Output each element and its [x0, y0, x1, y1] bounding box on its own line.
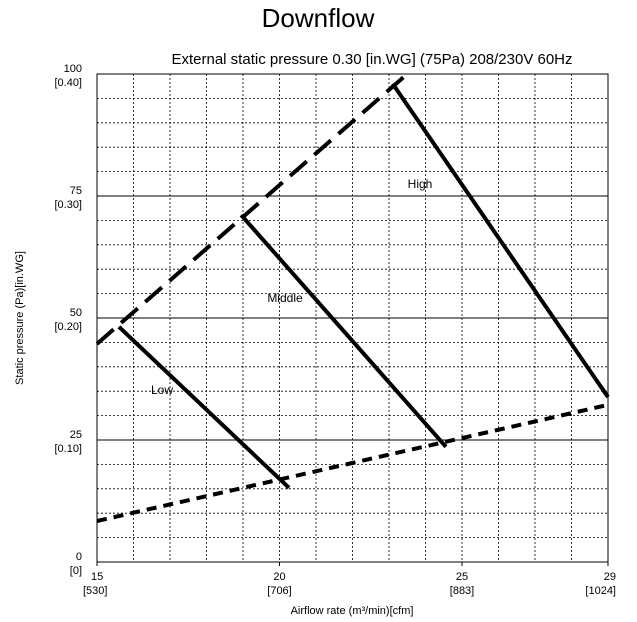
chart-title: Downflow: [262, 3, 375, 33]
y-tick-label: 75: [70, 185, 82, 197]
y-tick-label: 50: [70, 307, 82, 319]
series-line: [239, 213, 448, 449]
series-line: [391, 82, 610, 399]
x-tick-label: 20: [273, 571, 285, 583]
x-tick-label: 25: [456, 571, 468, 583]
y-tick-sublabel: [0.40]: [54, 77, 82, 89]
y-tick-label: 25: [70, 429, 82, 441]
x-tick-sublabel: [706]: [267, 585, 291, 597]
y-axis-label: Static pressure (Pa)[in.WG]: [14, 251, 26, 385]
y-tick-sublabel: [0.10]: [54, 443, 82, 455]
x-tick-label: 15: [91, 571, 103, 583]
plot-frame: [96, 73, 609, 563]
series-label: Middle: [267, 291, 303, 305]
series-line: [95, 72, 409, 346]
x-axis-label: Airflow rate (m³/min)[cfm]: [291, 605, 414, 617]
y-tick-sublabel: [0.30]: [54, 199, 82, 211]
series-line: [96, 402, 609, 523]
x-tick-sublabel: [883]: [450, 585, 474, 597]
x-tick-sublabel: [530]: [83, 585, 107, 597]
y-tick-label: 0: [76, 551, 82, 563]
y-tick-label: 100: [64, 63, 82, 75]
x-tick-label: 29: [604, 571, 616, 583]
x-tick-sublabel: [1024]: [585, 585, 616, 597]
chart-subtitle: External static pressure 0.30 [in.WG] (7…: [171, 51, 572, 68]
series-label: High: [408, 177, 433, 191]
y-tick-sublabel: [0.20]: [54, 321, 82, 333]
series-label: Low: [151, 383, 173, 397]
y-tick-sublabel: [0]: [70, 565, 82, 577]
series-line: [117, 325, 291, 490]
